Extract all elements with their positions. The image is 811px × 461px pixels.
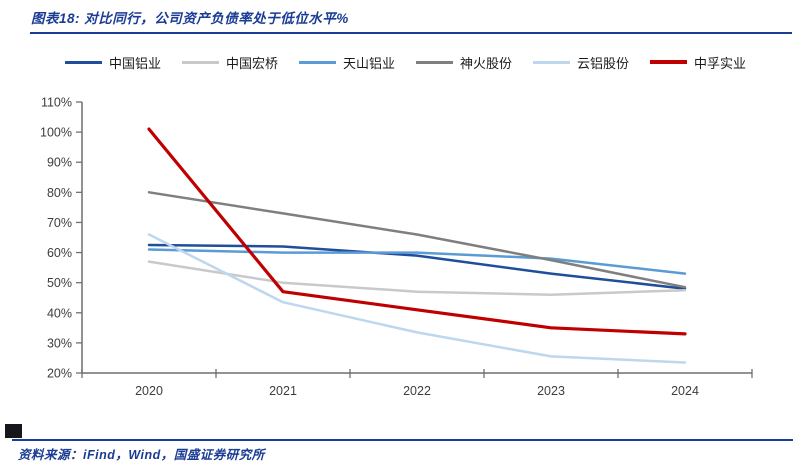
series-line — [147, 243, 687, 290]
x-tick-label: 2020 — [135, 384, 163, 398]
series-line — [147, 248, 687, 275]
legend-item: 中孚实业 — [650, 53, 746, 72]
y-tick-label: 20% — [47, 367, 72, 381]
y-tick-label: 40% — [47, 306, 72, 320]
series-line — [147, 260, 687, 296]
series-line — [147, 233, 687, 364]
legend-line-swatch — [298, 60, 336, 64]
footer-marker — [5, 424, 22, 438]
y-tick-label: 50% — [47, 276, 72, 290]
legend-line-swatch — [650, 60, 688, 64]
x-tick-label: 2023 — [537, 384, 565, 398]
legend-line-swatch — [416, 60, 453, 64]
legend-item: 中国铝业 — [64, 53, 161, 72]
legend-label: 天山铝业 — [342, 55, 395, 71]
legend-label: 中国铝业 — [108, 55, 161, 71]
title-rule — [30, 32, 792, 34]
legend-line-swatch — [533, 60, 571, 64]
x-tick-label: 2024 — [671, 384, 699, 398]
legend-label: 中国宏桥 — [225, 55, 278, 71]
series-line — [147, 127, 687, 336]
x-tick-label: 2021 — [269, 384, 297, 398]
legend-label: 云铝股份 — [577, 55, 630, 71]
y-tick-label: 90% — [47, 156, 72, 170]
legend-line-swatch — [181, 60, 219, 64]
y-tick-label: 80% — [47, 186, 72, 200]
legend-item: 天山铝业 — [298, 53, 395, 72]
series-line — [147, 191, 687, 289]
y-tick-label: 100% — [40, 126, 72, 140]
legend-item: 云铝股份 — [533, 53, 629, 72]
legend-label: 神火股份 — [460, 55, 513, 71]
y-tick-label: 110% — [41, 96, 72, 110]
y-tick-label: 60% — [47, 246, 72, 260]
x-tick-label: 2022 — [403, 384, 431, 398]
legend-line-swatch — [64, 60, 102, 64]
legend-label: 中孚实业 — [694, 55, 747, 71]
legend-item: 中国宏桥 — [181, 53, 278, 72]
footer-rule — [12, 439, 793, 441]
legend-item: 神火股份 — [416, 53, 512, 72]
y-tick-label: 30% — [47, 336, 72, 350]
chart-legend: 中国铝业 中国宏桥 天山铝业 神火股份 云铝股份 中孚实业 — [40, 52, 771, 72]
figure-title: 图表18: 对比同行，公司资产负债率处于低位水平% — [31, 11, 349, 26]
source-note: 资料来源：iFind，Wind，国盛证券研究所 — [18, 448, 265, 461]
y-tick-label: 70% — [47, 216, 72, 230]
